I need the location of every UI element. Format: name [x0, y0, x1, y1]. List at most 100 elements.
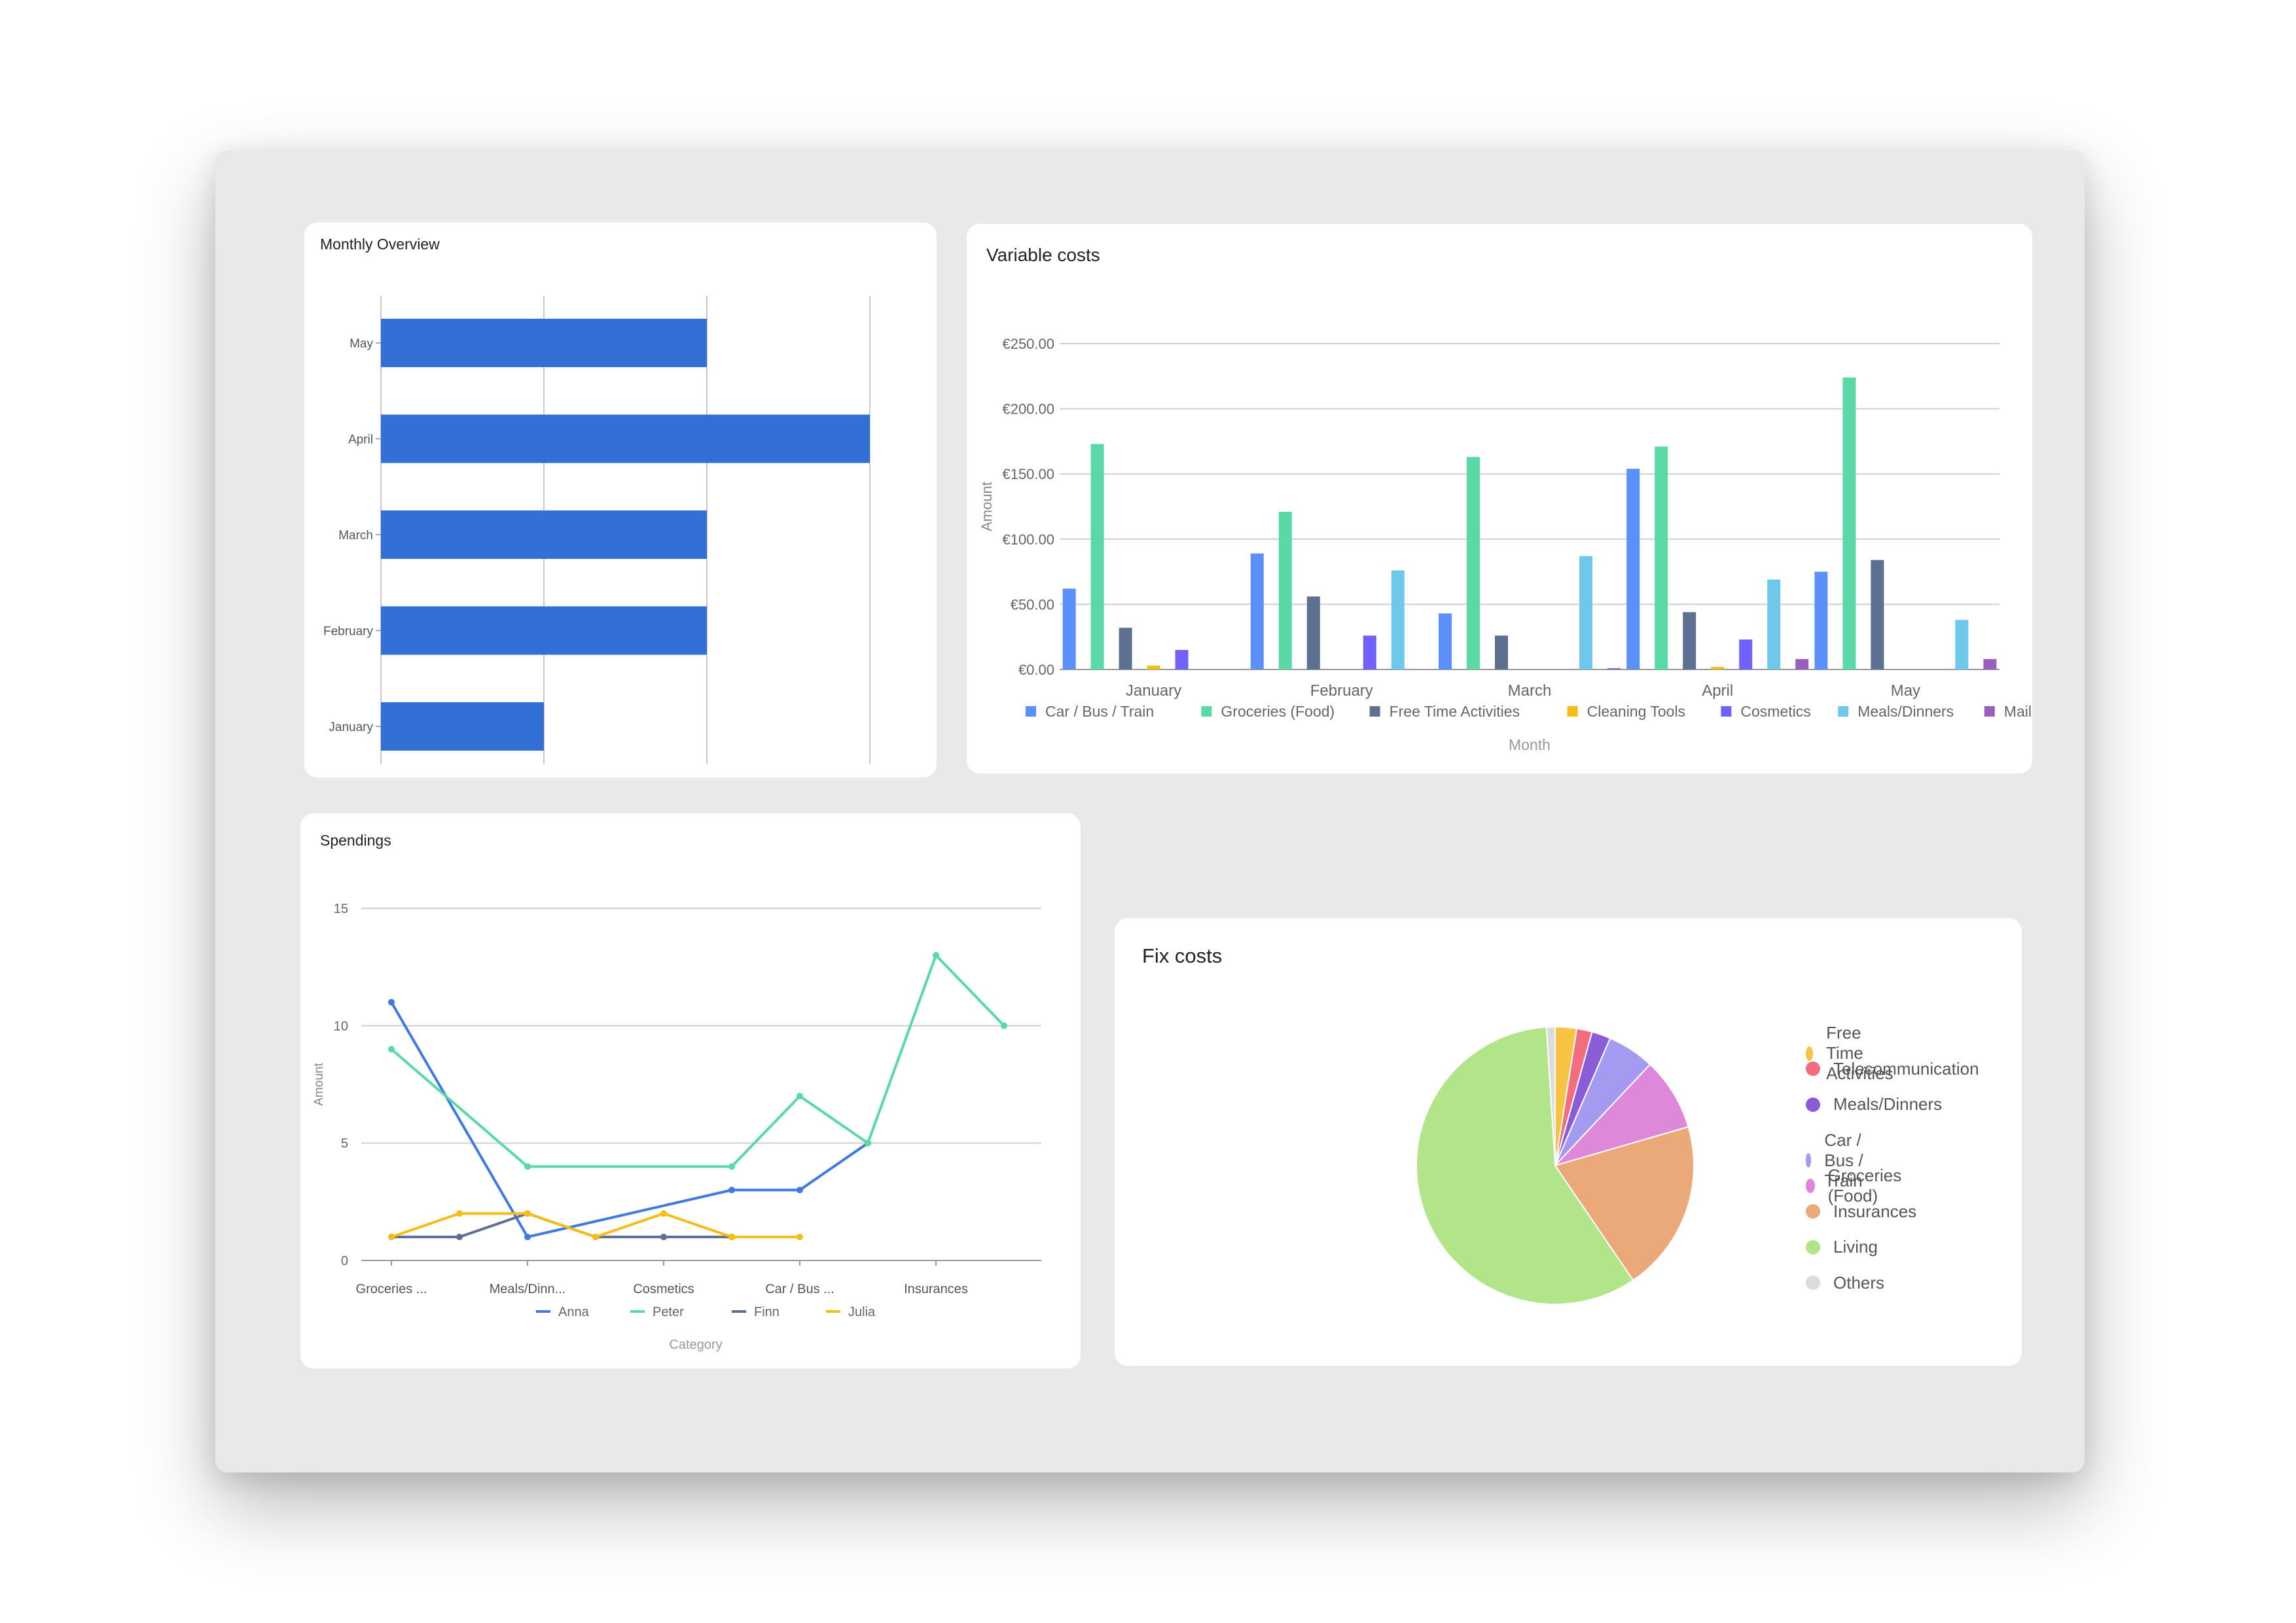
legend-label: Finn — [754, 1305, 780, 1319]
data-point — [728, 1234, 735, 1241]
bar — [381, 414, 870, 463]
bar — [1871, 560, 1884, 669]
x-tick-label: February — [1310, 682, 1373, 700]
legend-item: Telecommunication — [1806, 1059, 1979, 1079]
x-tick-label: Insurances — [904, 1282, 968, 1296]
bar — [1062, 588, 1076, 669]
data-point — [797, 1186, 803, 1194]
bar — [1467, 457, 1480, 669]
fix-costs-chart — [1416, 1026, 1695, 1305]
bar — [1278, 511, 1292, 669]
legend-item: Living — [1806, 1237, 1878, 1257]
legend-label: Car / Bus / Train — [1045, 703, 1154, 720]
legend-item: Car / Bus / Train — [1806, 1130, 1871, 1191]
data-point — [592, 1234, 599, 1241]
y-tick-label: €0.00 — [1018, 662, 1054, 678]
x-tick-label: Groceries ... — [356, 1282, 427, 1296]
data-point — [524, 1234, 531, 1241]
legend-item: Free Time Activities — [1806, 1023, 1901, 1084]
legend-swatch — [1721, 706, 1732, 717]
data-point — [728, 1186, 735, 1194]
legend-item: Others — [1806, 1273, 1884, 1293]
bar — [1814, 571, 1828, 669]
category-label: April — [348, 433, 373, 447]
legend-dot — [1806, 1046, 1814, 1061]
legend-label: Living — [1833, 1237, 1878, 1257]
legend-label: Free Time Activities — [1826, 1023, 1893, 1083]
data-point — [388, 1234, 395, 1241]
x-axis-label: Category — [669, 1338, 722, 1352]
legend-dot — [1806, 1204, 1820, 1219]
legend-label: Car / Bus / Train — [1824, 1130, 1863, 1190]
bar — [381, 702, 544, 751]
y-tick-label: 15 — [334, 902, 348, 916]
bar — [1607, 668, 1621, 669]
bar — [1363, 635, 1376, 669]
fix-costs-title: Fix costs — [1142, 944, 1223, 967]
legend-label: Cosmetics — [1740, 703, 1810, 720]
x-tick-label: April — [1702, 682, 1733, 700]
pie-slice — [1416, 1026, 1634, 1305]
legend-label: Mail — [2004, 703, 2032, 720]
y-tick-label: €150.00 — [1002, 466, 1054, 482]
fix-costs-card: Fix costs Free Time Activities Telecommun… — [1115, 918, 2022, 1366]
legend-swatch — [1026, 706, 1036, 717]
bar — [1795, 659, 1809, 669]
legend-label: Others — [1833, 1272, 1885, 1293]
variable-costs-title: Variable costs — [986, 245, 1100, 265]
legend-label: Insurances — [1833, 1201, 1917, 1221]
legend-dot — [1806, 1275, 1820, 1290]
legend-label: Groceries (Food) — [1221, 703, 1335, 720]
data-point — [660, 1210, 667, 1217]
x-axis-label: Month — [1509, 736, 1551, 753]
data-point — [865, 1139, 871, 1147]
category-label: January — [329, 721, 373, 734]
y-tick-label: €50.00 — [1011, 596, 1054, 613]
category-label: March — [338, 529, 373, 543]
y-tick-label: €200.00 — [1002, 401, 1054, 418]
y-axis-label: Amount — [978, 482, 995, 531]
bar — [1955, 620, 1969, 669]
bar — [1683, 612, 1696, 669]
bar — [1250, 553, 1264, 669]
x-tick-label: Car / Bus ... — [765, 1282, 834, 1296]
legend-label: Peter — [653, 1305, 684, 1319]
bar — [1579, 556, 1592, 669]
data-point — [933, 952, 939, 959]
bar — [1626, 469, 1640, 669]
bar — [381, 319, 707, 367]
pie-slice — [1554, 1126, 1695, 1281]
variable-costs-chart: €250.00 €200.00 €150.00 €100.00 €50.00 €0.00 A… — [978, 336, 2032, 753]
y-tick-label: €100.00 — [1002, 531, 1054, 548]
monthly-overview-chart: May April March February January — [323, 296, 870, 764]
variable-costs-card: Variable costs €250.00 €200.00 €150.00 €100… — [967, 224, 2032, 774]
y-tick-label: 5 — [341, 1137, 348, 1151]
category-label: February — [323, 625, 374, 639]
legend-dot — [1806, 1097, 1820, 1112]
spendings-chart: 15 10 5 0 Amount Groceries ... Meals/Dinn... Co… — [312, 902, 1041, 1352]
series-line — [391, 1212, 800, 1239]
y-tick-label: 10 — [334, 1019, 348, 1033]
monthly-overview-card: Monthly Overview May April March February Ja… — [304, 223, 937, 777]
category-label: May — [350, 337, 373, 351]
legend-swatch — [1838, 706, 1849, 717]
pie-slice — [1552, 1063, 1689, 1167]
data-point — [388, 1046, 395, 1053]
legend-dot — [1806, 1240, 1820, 1255]
bar — [1391, 570, 1405, 669]
series-line — [390, 1001, 869, 1239]
bar — [1175, 650, 1189, 669]
bar — [1147, 666, 1160, 669]
x-tick-label: May — [1891, 682, 1920, 700]
bar — [381, 510, 707, 559]
legend-swatch — [1984, 706, 1995, 717]
legend-label: Meals/Dinners — [1857, 703, 1954, 720]
legend-dot — [1806, 1179, 1815, 1193]
x-tick-label: Cosmetics — [633, 1282, 694, 1296]
legend-item: Groceries (Food) — [1806, 1166, 1907, 1206]
data-point — [524, 1210, 531, 1217]
legend-label: Cleaning Tools — [1587, 703, 1685, 720]
spendings-title: Spendings — [320, 832, 391, 849]
dashboard-board: Monthly Overview May April March February Ja… — [215, 151, 2085, 1472]
bar — [1090, 444, 1104, 669]
